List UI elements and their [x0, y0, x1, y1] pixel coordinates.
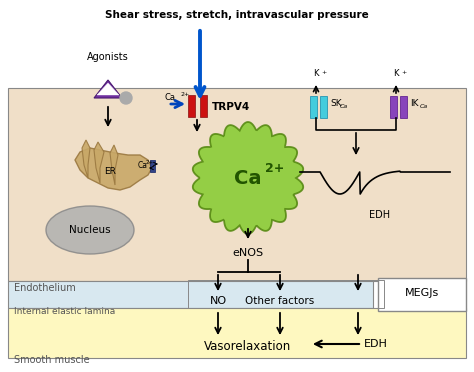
Polygon shape: [97, 83, 119, 95]
Text: 2+: 2+: [265, 161, 284, 174]
Bar: [188, 95, 195, 117]
Text: Other factors: Other factors: [246, 296, 315, 306]
Bar: [390, 96, 397, 118]
Text: 2+: 2+: [181, 93, 190, 97]
Bar: [200, 95, 207, 117]
Polygon shape: [110, 145, 118, 185]
Text: Nucleus: Nucleus: [69, 225, 111, 235]
Text: Internal elastic lamina: Internal elastic lamina: [14, 307, 115, 316]
Polygon shape: [193, 122, 303, 234]
Text: Vasorelaxation: Vasorelaxation: [204, 340, 292, 353]
Text: EDH: EDH: [364, 339, 388, 349]
Text: MEGJs: MEGJs: [405, 288, 439, 298]
Bar: [150, 160, 155, 172]
Text: K: K: [313, 69, 319, 78]
Polygon shape: [82, 140, 90, 178]
Text: Smooth muscle: Smooth muscle: [14, 355, 90, 365]
Polygon shape: [75, 148, 152, 190]
Circle shape: [120, 92, 132, 104]
Text: Shear stress, stretch, intravascular pressure: Shear stress, stretch, intravascular pre…: [105, 10, 369, 20]
Text: TRPV4: TRPV4: [212, 102, 250, 112]
Text: NO: NO: [210, 296, 227, 306]
Bar: [320, 96, 327, 118]
Bar: [8, 308, 466, 358]
Text: Endothelium: Endothelium: [14, 283, 76, 293]
Text: IK: IK: [410, 99, 419, 108]
Text: Ca: Ca: [138, 160, 148, 170]
Bar: [8, 281, 373, 308]
Polygon shape: [94, 142, 104, 183]
Bar: [400, 96, 407, 118]
Text: Agonists: Agonists: [87, 52, 129, 62]
Text: Ca: Ca: [340, 103, 348, 109]
Text: +: +: [321, 70, 326, 75]
Ellipse shape: [46, 206, 134, 254]
Text: 2+: 2+: [146, 160, 154, 164]
Text: +: +: [401, 70, 406, 75]
Bar: [8, 88, 466, 281]
Text: K: K: [393, 69, 399, 78]
Text: EDH: EDH: [369, 210, 391, 220]
Text: SK: SK: [330, 99, 342, 108]
Text: Ca: Ca: [420, 103, 428, 109]
Bar: [188, 280, 384, 308]
Bar: [378, 278, 466, 311]
Text: eNOS: eNOS: [232, 248, 264, 258]
Text: ER: ER: [104, 167, 116, 176]
Bar: [310, 96, 317, 118]
Text: Ca: Ca: [234, 169, 262, 187]
Text: Ca: Ca: [165, 93, 176, 103]
Polygon shape: [94, 80, 122, 98]
